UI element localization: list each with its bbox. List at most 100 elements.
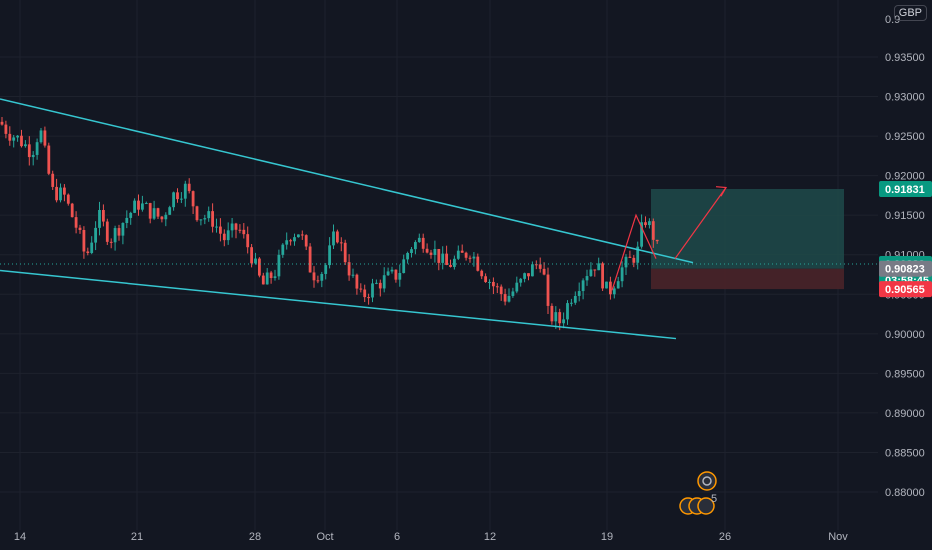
profit-zone bbox=[651, 189, 844, 269]
time-tick-label: 14 bbox=[14, 531, 26, 543]
candle-body bbox=[589, 269, 593, 277]
target-arrow-line bbox=[674, 187, 727, 260]
candle-body bbox=[558, 312, 562, 324]
candle-body bbox=[66, 194, 70, 204]
candle-body bbox=[203, 218, 207, 220]
candle-body bbox=[624, 256, 628, 268]
price-tick-label: 0.93500 bbox=[885, 52, 925, 64]
candle-body bbox=[503, 294, 507, 302]
price-badge-label: 0.91831 bbox=[885, 184, 925, 196]
time-tick-label: 21 bbox=[131, 531, 143, 543]
candle-body bbox=[70, 203, 74, 218]
candle-body bbox=[324, 265, 328, 274]
candle-body bbox=[655, 239, 659, 242]
price-tick-label: 0.88500 bbox=[885, 447, 925, 459]
candle-body bbox=[511, 291, 515, 296]
time-tick-label: 28 bbox=[249, 531, 261, 543]
candle-body bbox=[538, 264, 542, 269]
candle-body bbox=[480, 270, 484, 277]
candle-body bbox=[254, 258, 257, 264]
events-markers[interactable]: 5 bbox=[679, 471, 717, 515]
candle-body bbox=[527, 273, 530, 277]
candle-body bbox=[211, 211, 214, 227]
candle-body bbox=[468, 257, 472, 259]
candle-body bbox=[31, 154, 35, 158]
candle-body bbox=[523, 273, 526, 279]
price-tick-label: 0.88000 bbox=[885, 487, 925, 499]
candle-body bbox=[129, 212, 133, 218]
candle-body bbox=[207, 211, 211, 219]
candle-body bbox=[620, 267, 624, 282]
candle-body bbox=[222, 233, 226, 241]
candle-body bbox=[27, 144, 31, 158]
candle-body bbox=[242, 229, 246, 235]
candle-body bbox=[74, 217, 78, 228]
candle-body bbox=[499, 286, 503, 295]
price-tick-label: 0.92000 bbox=[885, 171, 925, 183]
candle-body bbox=[417, 237, 421, 243]
time-axis[interactable]: 14 21 28 Oct 6 12 19 26 Nov bbox=[14, 531, 848, 543]
price-tick-label: 0.90000 bbox=[885, 329, 925, 341]
candle-body bbox=[425, 248, 429, 253]
trendlines[interactable] bbox=[0, 98, 878, 340]
candle-body bbox=[59, 187, 62, 201]
candle-body bbox=[336, 231, 339, 243]
candle-body bbox=[390, 269, 394, 272]
price-tick-label: 0.93000 bbox=[885, 92, 925, 104]
loss-zone bbox=[651, 268, 844, 290]
candle-body bbox=[293, 237, 296, 242]
candle-body bbox=[378, 282, 382, 289]
event-icon bbox=[697, 471, 717, 491]
candle-body bbox=[609, 281, 612, 295]
upper-trendline bbox=[0, 98, 694, 264]
lower-trendline bbox=[0, 269, 677, 340]
candle-body bbox=[16, 135, 19, 138]
candle-body bbox=[453, 258, 456, 267]
price-badge-bg bbox=[879, 281, 932, 298]
candle-body bbox=[429, 252, 433, 255]
candle-body bbox=[394, 269, 398, 280]
candlesticks bbox=[0, 116, 659, 331]
candle-body bbox=[476, 256, 480, 271]
candle-body bbox=[570, 302, 573, 304]
candle-body bbox=[297, 234, 300, 238]
candle-body bbox=[273, 276, 277, 279]
candle-body bbox=[246, 234, 250, 248]
candle-body bbox=[367, 297, 370, 299]
candle-body bbox=[191, 191, 195, 207]
candle-body bbox=[339, 242, 343, 244]
risk-reward-zones[interactable] bbox=[651, 189, 844, 290]
candle-body bbox=[566, 303, 569, 320]
price-badge-bg bbox=[879, 181, 932, 198]
candle-body bbox=[137, 200, 140, 210]
price-badge: 0.91831 bbox=[879, 181, 932, 198]
candle-body bbox=[43, 130, 47, 146]
candle-body bbox=[437, 248, 441, 263]
candle-body bbox=[308, 246, 312, 273]
candle-body bbox=[238, 229, 242, 231]
currency-label[interactable]: GBP bbox=[893, 5, 927, 21]
candle-body bbox=[460, 250, 464, 253]
candle-body bbox=[581, 280, 585, 292]
candle-body bbox=[386, 271, 390, 276]
candle-body bbox=[86, 251, 90, 254]
candle-body bbox=[265, 272, 269, 285]
candle-body bbox=[585, 276, 589, 281]
candle-body bbox=[351, 274, 355, 276]
candle-body bbox=[39, 130, 43, 143]
projection-path bbox=[611, 213, 657, 291]
candle-body bbox=[47, 145, 51, 174]
candle-body bbox=[187, 183, 191, 192]
candle-body bbox=[628, 256, 632, 258]
candle-body bbox=[519, 278, 523, 283]
candle-body bbox=[355, 274, 359, 289]
candle-body bbox=[258, 258, 261, 276]
price-tick-label: 0.89000 bbox=[885, 408, 925, 420]
candle-body bbox=[550, 305, 554, 322]
candle-body bbox=[160, 216, 164, 220]
candle-body bbox=[593, 269, 597, 271]
price-tick-label: 0.91500 bbox=[885, 210, 925, 222]
candle-body bbox=[577, 291, 581, 296]
